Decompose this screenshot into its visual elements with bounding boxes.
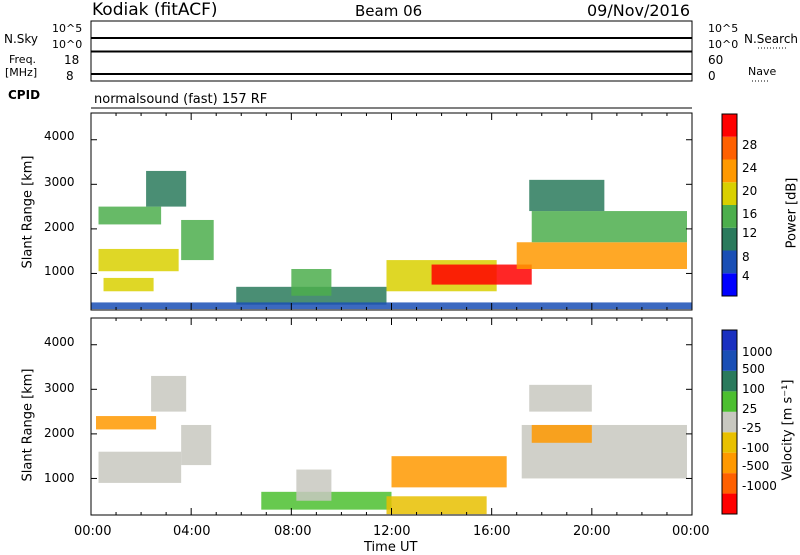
power-cb-tick: 24 xyxy=(742,161,758,175)
power-colorbar-segment xyxy=(722,227,737,251)
power-colorbar-segment xyxy=(722,273,737,296)
power-ytick-1000: 1000 xyxy=(44,264,75,278)
nave-label: Nave xyxy=(748,65,777,78)
power-data-region xyxy=(98,206,162,225)
power-ytick-3000: 3000 xyxy=(44,175,75,189)
power-data-region xyxy=(103,277,154,292)
nsky-tick-bottom: 10^0 xyxy=(52,38,83,51)
power-colorbar-frame xyxy=(721,113,738,297)
nave-tick-bottom: 0 xyxy=(708,69,716,83)
velocity-data-region xyxy=(386,496,487,515)
power-ytick-2000: 2000 xyxy=(44,220,75,234)
power-colorbar-segment xyxy=(722,205,737,228)
velocity-data-region xyxy=(296,469,332,501)
freq-strip-frame xyxy=(90,51,693,82)
velocity-cb-tick: -1000 xyxy=(742,479,777,493)
velocity-cb-tick: 100 xyxy=(742,382,765,396)
freq-unit-label: [MHz] xyxy=(5,66,38,79)
nsearch-tick-bottom: 10^0 xyxy=(708,38,739,51)
power-cb-tick: 4 xyxy=(742,269,750,283)
power-colorbar-segment xyxy=(722,136,737,160)
velocity-colorbar-segment xyxy=(722,350,737,371)
date-title: 09/Nov/2016 xyxy=(587,1,691,20)
velocity-cb-tick: 1000 xyxy=(742,345,773,359)
velocity-colorbar-segment xyxy=(722,452,737,474)
power-data-region xyxy=(516,242,687,269)
cpid-text: normalsound (fast) 157 RF xyxy=(94,92,268,107)
velocity-data-region xyxy=(181,424,212,466)
velocity-colorbar-frame xyxy=(721,329,738,515)
velocity-cb-tick: -25 xyxy=(742,421,762,435)
velocity-colorbar-segment xyxy=(722,411,737,433)
nave-tick-top: 60 xyxy=(708,53,724,67)
velocity-data-region xyxy=(529,384,592,412)
velocity-colorbar-segment xyxy=(722,391,737,412)
x-tick-label: 12:00 xyxy=(373,524,411,539)
velocity-ytick-1000: 1000 xyxy=(44,471,75,485)
power-data-region xyxy=(291,268,332,296)
power-cb-tick: 20 xyxy=(742,184,758,198)
cpid-label: CPID xyxy=(8,88,41,102)
velocity-data-region xyxy=(98,451,182,483)
x-axis-label: Time UT xyxy=(364,540,418,555)
power-colorbar-segment xyxy=(722,182,737,205)
velocity-cb-tick: -100 xyxy=(742,441,770,455)
power-data-region xyxy=(98,248,179,272)
velocity-data-region xyxy=(391,456,507,488)
power-colorbar-segment xyxy=(722,250,737,274)
nsearch-tick-top: 10^5 xyxy=(708,22,739,35)
power-colorbar-segment xyxy=(722,159,737,183)
x-tick-label: 00:00 xyxy=(672,524,710,539)
freq-label: Freq. xyxy=(9,53,37,66)
nsearch-label: N.Search xyxy=(744,32,799,46)
nsky-tick-top: 10^5 xyxy=(52,22,83,35)
x-tick-label: 04:00 xyxy=(173,524,211,539)
velocity-cb-tick: -500 xyxy=(742,459,770,473)
nsky-label: N.Sky xyxy=(4,32,39,46)
power-ytick-4000: 4000 xyxy=(44,129,75,143)
x-tick-label: 08:00 xyxy=(274,524,312,539)
velocity-colorbar-segment xyxy=(722,370,737,392)
power-colorbar-segment xyxy=(722,114,737,137)
power-cb-tick: 8 xyxy=(742,250,750,264)
velocity-ytick-4000: 4000 xyxy=(44,335,75,349)
velocity-colorbar-segment xyxy=(722,473,737,494)
power-data-region xyxy=(431,264,532,285)
power-data-region xyxy=(181,219,214,261)
velocity-ytick-2000: 2000 xyxy=(44,426,75,440)
beam-title: Beam 06 xyxy=(355,2,423,20)
velocity-cb-tick: 25 xyxy=(742,402,758,416)
power-data-region xyxy=(531,211,687,243)
power-data-region xyxy=(146,170,187,207)
power-data-region xyxy=(529,179,605,212)
station-title: Kodiak (fitACF) xyxy=(92,0,218,20)
x-tick-label: 16:00 xyxy=(473,524,511,539)
velocity-colorbar-segment xyxy=(722,493,737,514)
velocity-ytick-3000: 3000 xyxy=(44,381,75,395)
velocity-colorbar-segment xyxy=(722,432,737,453)
freq-tick-bottom: 8 xyxy=(66,69,74,83)
power-cb-tick: 28 xyxy=(742,138,758,152)
x-tick-label: 00:00 xyxy=(74,524,112,539)
velocity-colorbar-segment xyxy=(722,330,737,351)
x-tick-label: 20:00 xyxy=(573,524,611,539)
power-cb-tick: 16 xyxy=(742,207,758,221)
velocity-cb-tick: 500 xyxy=(742,362,765,376)
freq-tick-top: 18 xyxy=(64,53,80,67)
velocity-data-region xyxy=(151,375,187,412)
power-cb-tick: 12 xyxy=(742,226,758,240)
velocity-data-region xyxy=(96,416,157,430)
nsky-strip-frame xyxy=(90,20,693,52)
velocity-data-region xyxy=(531,424,592,443)
